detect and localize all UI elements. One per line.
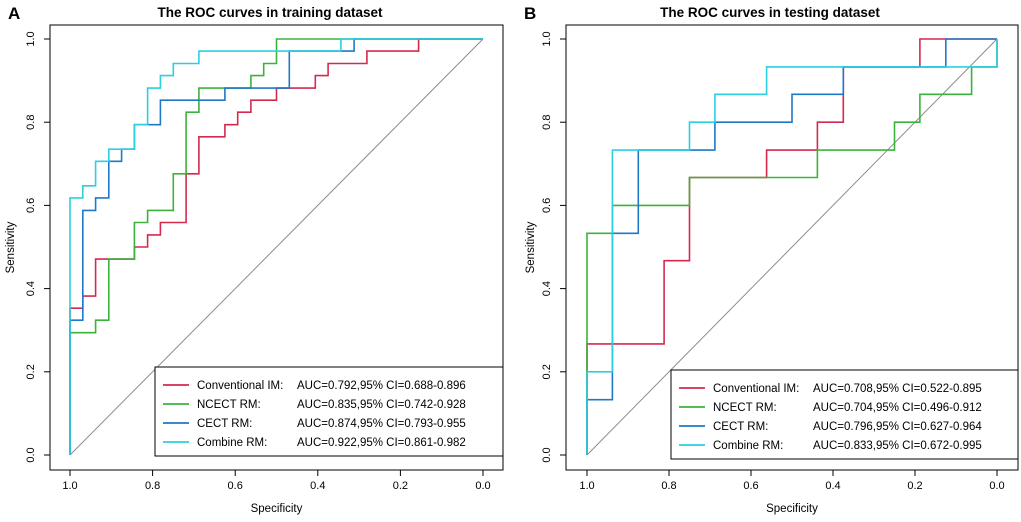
panel-a-x-axis-title: Specificity xyxy=(251,503,303,515)
panel-b-group: B The ROC curves in testing dataset 1.0 0.8… xyxy=(524,4,1019,515)
panel-b-x-tick-label: 0.8 xyxy=(661,480,676,492)
panel-a-y-tick-label: 0.6 xyxy=(25,198,37,213)
panel-b-x-axis-title: Specificity xyxy=(766,503,818,515)
panel-b-plot-frame xyxy=(565,24,1019,471)
panel-a-x-tick-label: 0.0 xyxy=(475,480,490,492)
panel-a-x-tick-label: 1.0 xyxy=(62,480,77,492)
panel-a-legend-auc-ncect: AUC=0.835,95% CI=0.742-0.928 xyxy=(297,399,466,411)
panel-b-letter: B xyxy=(524,4,536,23)
panel-b-legend-box xyxy=(670,369,1019,460)
panel-b-legend-auc-conventional: AUC=0.708,95% CI=0.522-0.895 xyxy=(813,383,982,395)
panel-b-legend-auc-cect: AUC=0.796,95% CI=0.627-0.964 xyxy=(813,421,982,433)
panel-b-x-tick-label: 0.0 xyxy=(989,480,1004,492)
panel-a-x-tick-label: 0.8 xyxy=(145,480,160,492)
panel-a-legend-label-ncect: NCECT RM: xyxy=(197,399,261,411)
panel-b-y-tick-label: 0.2 xyxy=(541,364,553,379)
panel-b-y-tick-label: 0.0 xyxy=(541,447,553,462)
panel-b-x-tick-label: 0.6 xyxy=(743,480,758,492)
panel-a-x-tick-label: 0.6 xyxy=(228,480,243,492)
panel-b-roc-curve-combine xyxy=(586,39,998,455)
panel-a-y-tick-label: 0.4 xyxy=(25,281,37,296)
panel-a-roc-curve-ncect xyxy=(69,38,483,455)
panel-a-x-tick-label: 0.2 xyxy=(393,480,408,492)
panel-a-roc-curve-combine xyxy=(69,38,483,455)
panel-b-title: The ROC curves in testing dataset xyxy=(660,5,880,20)
panel-b-legend-label-conventional: Conventional IM: xyxy=(713,383,799,395)
panel-b-reference-diagonal xyxy=(586,38,998,456)
panel-a-y-tick-label: 0.0 xyxy=(25,447,37,462)
panel-a-group: A The ROC curves in training dataset 1.0 0.… xyxy=(5,4,504,515)
panel-b-y-tick-label: 0.8 xyxy=(541,115,553,130)
panel-a-x-tick-label: 0.4 xyxy=(310,480,325,492)
panel-a-legend-label-combine: Combine RM: xyxy=(197,437,267,449)
panel-b-y-axis-title: Sensitivity xyxy=(525,221,537,273)
panel-b-legend-auc-ncect: AUC=0.704,95% CI=0.496-0.912 xyxy=(813,402,982,414)
panel-a-legend-auc-cect: AUC=0.874,95% CI=0.793-0.955 xyxy=(297,418,466,430)
panel-a-y-tick-label: 0.2 xyxy=(25,364,37,379)
panel-b-x-tick-label: 0.4 xyxy=(825,480,840,492)
panel-a-y-tick-label: 0.8 xyxy=(25,115,37,130)
panel-b-y-tick-label: 1.0 xyxy=(541,31,553,46)
panel-a-reference-diagonal xyxy=(69,38,484,456)
panel-a-legend-label-conventional: Conventional IM: xyxy=(197,380,283,392)
panel-a-y-axis-title: Sensitivity xyxy=(5,221,17,273)
panel-b-legend-label-ncect: NCECT RM: xyxy=(713,402,777,414)
panel-a-legend-auc-combine: AUC=0.922,95% CI=0.861-0.982 xyxy=(297,437,466,449)
panel-b-y-tick-label: 0.6 xyxy=(541,198,553,213)
panel-a-legend-label-cect: CECT RM: xyxy=(197,418,252,430)
panel-a-letter: A xyxy=(8,4,20,23)
panel-a-plot-frame xyxy=(49,24,504,471)
panel-b-x-tick-label: 1.0 xyxy=(579,480,594,492)
panel-a-legend-box xyxy=(154,366,504,457)
panel-b-legend-auc-combine: AUC=0.833,95% CI=0.672-0.995 xyxy=(813,440,982,452)
panel-a-y-tick-label: 1.0 xyxy=(25,31,37,46)
panel-b-legend-label-combine: Combine RM: xyxy=(713,440,783,452)
panel-b-legend-label-cect: CECT RM: xyxy=(713,421,768,433)
panel-a-legend-auc-conventional: AUC=0.792,95% CI=0.688-0.896 xyxy=(297,380,466,392)
panel-a-title: The ROC curves in training dataset xyxy=(157,5,383,20)
panel-b-y-tick-label: 0.4 xyxy=(541,281,553,296)
panel-b-x-tick-label: 0.2 xyxy=(907,480,922,492)
